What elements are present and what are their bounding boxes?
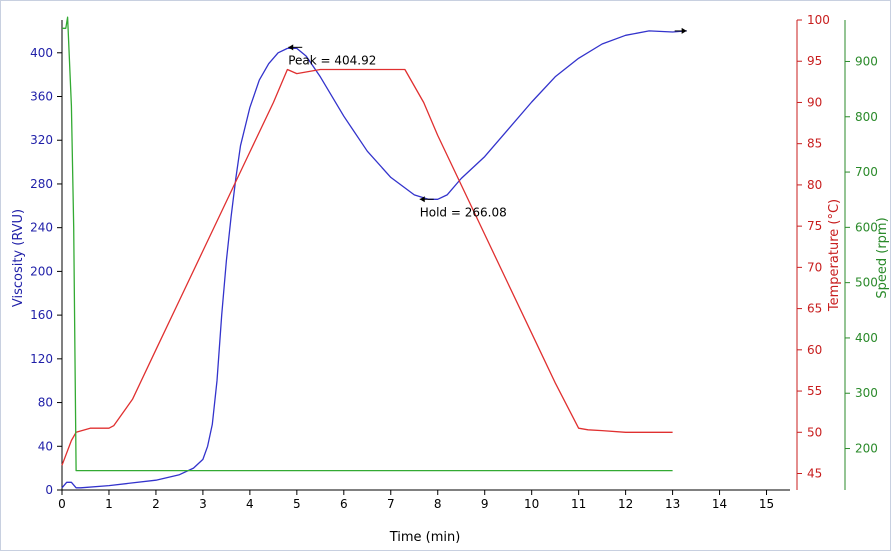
- x-tick-label: 11: [571, 497, 586, 511]
- speed-series-line: [62, 16, 673, 472]
- speed-tick-label: 900: [855, 54, 878, 68]
- annotations: Peak = 404.92 Hold = 266.08: [288, 27, 687, 219]
- speed-tick-label: 300: [855, 386, 878, 400]
- viscosity-tick-label: 240: [30, 221, 53, 235]
- viscosity-axis-title: Viscosity (RVU): [11, 209, 26, 307]
- viscosity-tick-label: 80: [38, 396, 53, 410]
- viscosity-tick-label: 120: [30, 352, 53, 366]
- speed-tick-label: 800: [855, 110, 878, 124]
- temperature-series-line: [61, 68, 673, 466]
- x-tick-label: 1: [105, 497, 113, 511]
- temperature-axis-title: Temperature (°C): [827, 199, 842, 312]
- speed-tick-label: 700: [855, 165, 878, 179]
- speed-tick-label: 600: [855, 220, 878, 234]
- temperature-tick-label: 75: [807, 219, 822, 233]
- x-tick-label: 6: [340, 497, 348, 511]
- viscosity-tick-label: 40: [38, 439, 53, 453]
- peak-annotation: Peak = 404.92: [288, 53, 376, 67]
- viscosity-tick-label: 360: [30, 90, 53, 104]
- x-tick-label: 15: [759, 497, 774, 511]
- viscosity-tick-label: 320: [30, 133, 53, 147]
- viscosity-tick-label: 280: [30, 177, 53, 191]
- annotation-arrow-head: [419, 196, 425, 203]
- x-tick-label: 4: [246, 497, 254, 511]
- axes: 0 1 2 3 4 5 6 7 8 9 10 11 12 13 14 15040801201602002402…: [30, 13, 878, 511]
- viscosity-tick-label: 200: [30, 264, 53, 278]
- viscosity-tick-label: 160: [30, 308, 53, 322]
- temperature-tick-label: 45: [807, 467, 822, 481]
- x-tick-label: 13: [665, 497, 680, 511]
- hold-annotation: Hold = 266.08: [420, 205, 507, 219]
- x-tick-label: 14: [712, 497, 727, 511]
- x-tick-label: 9: [481, 497, 489, 511]
- viscosity-tick-label: 400: [30, 46, 53, 60]
- x-tick-label: 8: [434, 497, 442, 511]
- temperature-tick-label: 60: [807, 343, 822, 357]
- temperature-tick-label: 95: [807, 54, 822, 68]
- temperature-tick-label: 80: [807, 178, 822, 192]
- temperature-tick-label: 55: [807, 384, 822, 398]
- x-tick-label: 2: [152, 497, 160, 511]
- temperature-tick-label: 70: [807, 260, 822, 274]
- speed-tick-label: 400: [855, 331, 878, 345]
- x-tick-label: 3: [199, 497, 207, 511]
- speed-tick-label: 500: [855, 276, 878, 290]
- temperature-tick-label: 65: [807, 302, 822, 316]
- speed-axis-title: Speed (rpm): [875, 217, 890, 298]
- temperature-tick-label: 85: [807, 137, 822, 151]
- x-tick-label: 5: [293, 497, 301, 511]
- temperature-tick-label: 90: [807, 95, 822, 109]
- viscosity-series-line: [61, 30, 687, 489]
- end-marker-arrow-head: [681, 27, 687, 34]
- temperature-tick-label: 50: [807, 425, 822, 439]
- x-tick-label: 0: [58, 497, 66, 511]
- x-axis-title: Time (min): [389, 530, 461, 545]
- viscosity-tick-label: 0: [45, 483, 53, 497]
- x-tick-label: 10: [524, 497, 539, 511]
- annotation-arrow-head: [288, 44, 294, 51]
- speed-tick-label: 200: [855, 442, 878, 456]
- series: [61, 16, 687, 489]
- temperature-tick-label: 100: [807, 13, 830, 27]
- x-tick-label: 12: [618, 497, 633, 511]
- x-tick-label: 7: [387, 497, 395, 511]
